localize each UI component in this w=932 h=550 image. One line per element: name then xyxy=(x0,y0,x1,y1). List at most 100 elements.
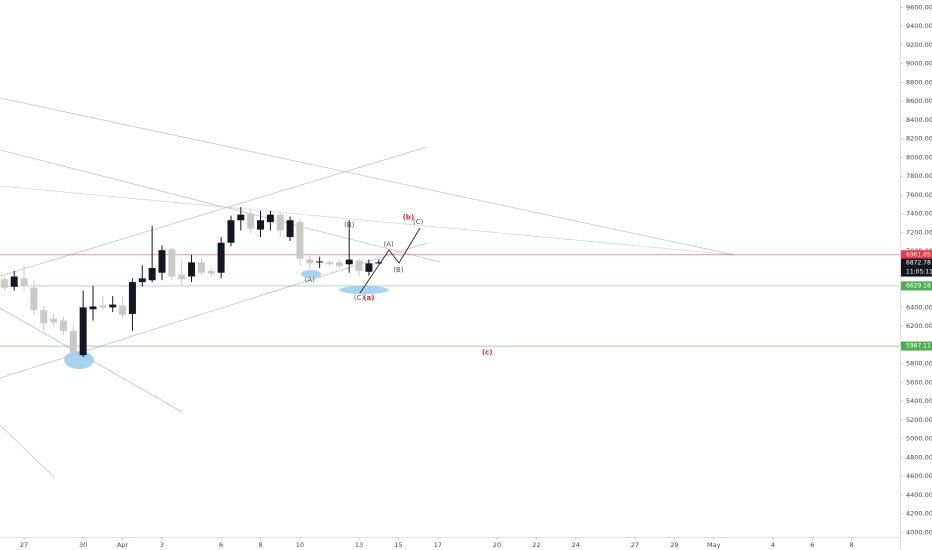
x-tick-label: 17 xyxy=(434,541,442,549)
candle-body xyxy=(79,307,87,356)
x-tick-label: 8 xyxy=(850,541,854,549)
candle-body xyxy=(286,220,294,238)
x-tick-label: 8 xyxy=(258,541,262,549)
wave-label: (A) xyxy=(383,241,394,249)
candle-body xyxy=(59,320,67,331)
x-tick-label: 22 xyxy=(532,541,540,549)
candle-body xyxy=(99,305,107,308)
highlight xyxy=(339,286,389,294)
last-price-tag xyxy=(901,258,932,277)
x-tick-label: 30 xyxy=(79,541,87,549)
trend-line xyxy=(0,424,56,479)
wave-label: (a) xyxy=(363,294,374,302)
wave-label: (C) xyxy=(354,294,365,302)
candle-body xyxy=(227,220,235,243)
candle-body xyxy=(207,270,215,274)
x-tick-label: 29 xyxy=(670,541,678,549)
y-tick-label: 9000.00 xyxy=(906,60,932,68)
wave-label: (B) xyxy=(344,221,355,229)
candle-body xyxy=(168,249,176,277)
candle-body xyxy=(178,274,186,280)
x-tick-label: May xyxy=(707,541,721,549)
x-tick-label: 4 xyxy=(771,541,775,549)
price-tag-label: 6629.18 xyxy=(906,282,931,289)
candle-body xyxy=(10,276,18,287)
wave-label: (b) xyxy=(403,213,414,221)
y-tick-label: 6200.00 xyxy=(906,322,932,330)
candle-body xyxy=(197,262,205,273)
y-tick-label: 5600.00 xyxy=(906,378,932,386)
x-tick-label: Apr xyxy=(117,541,129,549)
candle-body xyxy=(345,259,353,265)
price-tag xyxy=(901,341,932,351)
highlight xyxy=(64,351,94,369)
y-tick-label: 7200.00 xyxy=(906,228,932,236)
y-tick-label: 8200.00 xyxy=(906,135,932,143)
wave-label: (B) xyxy=(393,266,404,274)
y-tick-label: 7800.00 xyxy=(906,172,932,180)
candle-body xyxy=(158,250,166,273)
candle-body xyxy=(257,220,265,230)
y-tick-label: 7400.00 xyxy=(906,210,932,218)
candle-body xyxy=(296,222,304,259)
wave-label: (c) xyxy=(482,348,493,356)
y-tick-label: 7600.00 xyxy=(906,191,932,199)
candle-body xyxy=(30,287,38,311)
y-tick-label: 4800.00 xyxy=(906,453,932,461)
candle-body xyxy=(266,214,274,223)
candle-body xyxy=(237,214,245,221)
candle-body xyxy=(247,213,255,229)
candle-body xyxy=(109,304,117,308)
countdown-label: 11:05:11 xyxy=(906,269,932,276)
highlight xyxy=(301,270,321,278)
x-tick-label: 24 xyxy=(572,541,580,549)
candle-body xyxy=(89,306,97,310)
x-tick-label: 3 xyxy=(160,541,164,549)
x-tick-label: 6 xyxy=(810,541,814,549)
candle-body xyxy=(316,261,324,263)
trend-line xyxy=(0,185,736,256)
y-tick-label: 4400.00 xyxy=(906,491,932,499)
y-tick-label: 9200.00 xyxy=(906,41,932,49)
candle-body xyxy=(69,330,77,353)
y-tick-label: 6400.00 xyxy=(906,303,932,311)
y-tick-label: 5400.00 xyxy=(906,397,932,405)
wave-label: (C) xyxy=(413,218,424,226)
price-tag-label: 6961.65 xyxy=(906,251,931,258)
last-price-label: 6872.78 xyxy=(906,260,931,267)
x-tick-label: 27 xyxy=(631,541,639,549)
price-tag-label: 5987.11 xyxy=(906,343,931,350)
candle-body xyxy=(217,242,225,273)
candle-body xyxy=(335,262,343,267)
y-tick-label: 5800.00 xyxy=(906,360,932,368)
trend-line xyxy=(0,242,428,379)
x-tick-label: 6 xyxy=(219,541,223,549)
candle-body xyxy=(148,268,156,281)
drawings xyxy=(0,97,736,479)
candle-body xyxy=(138,278,146,283)
candle-body xyxy=(119,305,127,315)
y-tick-label: 5000.00 xyxy=(906,435,932,443)
x-tick-label: 20 xyxy=(493,541,501,549)
y-tick-label: 8800.00 xyxy=(906,78,932,86)
candle-body xyxy=(40,310,48,324)
wave-path xyxy=(359,227,421,294)
candle-body xyxy=(0,279,8,288)
price-tag xyxy=(901,281,932,291)
y-tick-label: 8000.00 xyxy=(906,153,932,161)
candle-body xyxy=(188,262,196,277)
trend-line xyxy=(0,149,441,263)
y-tick-label: 4000.00 xyxy=(906,528,932,536)
candle-body xyxy=(325,262,333,265)
x-tick-label: 27 xyxy=(20,541,28,549)
candle-body xyxy=(50,318,58,323)
candle-body xyxy=(375,262,383,264)
y-tick-label: 9600.00 xyxy=(906,3,932,11)
candle-body xyxy=(20,278,28,286)
y-tick-label: 4600.00 xyxy=(906,472,932,480)
candle-body xyxy=(306,259,314,264)
trend-line xyxy=(0,97,736,256)
y-tick-label: 8600.00 xyxy=(906,97,932,105)
y-tick-label: 5200.00 xyxy=(906,416,932,424)
